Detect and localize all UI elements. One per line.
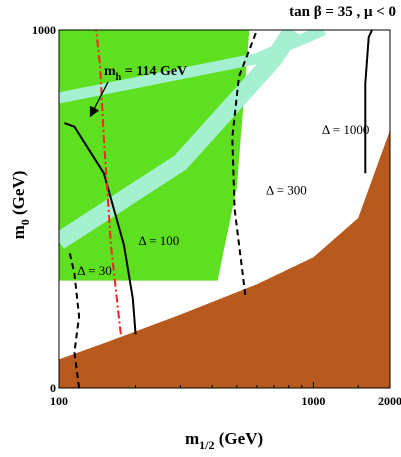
x-axis-label-m: m <box>185 429 199 448</box>
contour-label-3: Δ = 300 <box>266 183 307 198</box>
higgs-label-m: m <box>104 64 116 79</box>
chart-title: tan β = 35 , μ < 0 <box>289 4 396 20</box>
x-axis-label-sub: 1/2 <box>199 438 214 452</box>
excluded-region <box>59 130 390 388</box>
contour-line-4 <box>364 30 373 174</box>
ticks-layer: 100 1000 2000 0 1000 <box>32 23 401 408</box>
light-band-upper <box>59 30 327 104</box>
contour-label-1: Δ = 30 <box>77 263 111 278</box>
contour-label-4: Δ = 1000 <box>322 122 369 137</box>
higgs-label: mh = 114 GeV <box>104 64 187 83</box>
contour-labels: Δ = 30 Δ = 100 Δ = 300 Δ = 1000 <box>77 122 369 278</box>
x-tick-label-3: 2000 <box>378 394 401 408</box>
contour-line-2 <box>64 122 137 335</box>
y-axis-label-unit: (GeV) <box>9 171 28 220</box>
higgs-arrow <box>89 81 109 118</box>
y-tick-label-2: 1000 <box>32 23 56 37</box>
higgs-annotation: mh = 114 GeV <box>89 64 187 118</box>
regions-layer <box>59 30 390 388</box>
x-axis-label: m1/2 (GeV) <box>185 429 263 452</box>
y-axis-label-sub: 0 <box>18 219 32 225</box>
plot-frame <box>58 29 391 389</box>
y-tick-label-1: 0 <box>50 381 56 395</box>
y-axis-label: m0 (GeV) <box>9 171 32 240</box>
higgs-label-value: = 114 GeV <box>121 64 187 79</box>
higgs-label-sub: h <box>116 72 122 83</box>
x-tick-label-2: 1000 <box>301 394 325 408</box>
higgs-line <box>95 30 122 335</box>
x-axis-label-unit: (GeV) <box>215 429 264 448</box>
plot-area <box>59 30 390 388</box>
contour-line-1 <box>68 251 81 388</box>
x-tick-label-1: 100 <box>50 394 68 408</box>
y-axis-label-m: m <box>9 225 28 239</box>
contours-layer <box>64 30 373 388</box>
contour-label-2: Δ = 100 <box>138 233 179 248</box>
